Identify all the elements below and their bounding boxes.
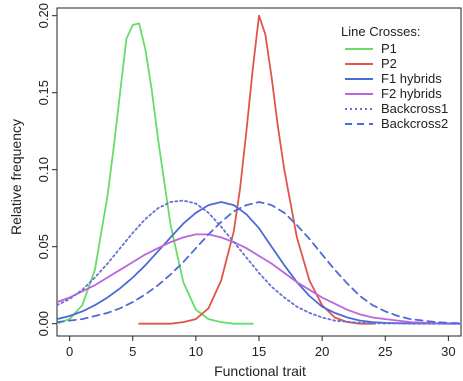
series-line-p1: [57, 22, 254, 325]
y-tick-label: 0.10: [36, 157, 51, 182]
legend-label: Backcross2: [381, 116, 448, 131]
series-line-f2-hybrids: [57, 233, 461, 325]
axes: 0 5 10 15 20 25 30 0.00 0.05 0.10 0.15 0.20: [36, 3, 462, 359]
x-tick-label: 10: [189, 344, 203, 359]
legend-label: F1 hybrids: [381, 71, 442, 86]
series-lines: [57, 14, 461, 325]
x-tick-label: 0: [66, 344, 73, 359]
y-tick-label: 0.20: [36, 3, 51, 28]
y-tick-label: 0.00: [36, 311, 51, 336]
x-tick-label: 20: [315, 344, 329, 359]
series-line-backcross1: [57, 199, 461, 325]
legend-label: P2: [381, 56, 397, 71]
x-tick-label: 30: [441, 344, 455, 359]
y-tick-label: 0.15: [36, 80, 51, 105]
x-tick-label: 5: [129, 344, 136, 359]
legend-title: Line Crosses:: [341, 24, 420, 39]
x-axis-label: Functional trait: [214, 363, 306, 379]
series-line-f1-hybrids: [57, 201, 461, 325]
legend-label: F2 hybrids: [381, 86, 442, 101]
plot-frame: [56, 7, 462, 337]
series-line-p2: [138, 14, 377, 325]
y-axis-label: Relative frequency: [8, 119, 24, 235]
x-tick-label: 25: [378, 344, 392, 359]
series-line-backcross2: [57, 201, 461, 325]
legend-label: P1: [381, 41, 397, 56]
legend-label: Backcross1: [381, 101, 448, 116]
x-tick-label: 15: [252, 344, 266, 359]
y-tick-label: 0.05: [36, 234, 51, 259]
